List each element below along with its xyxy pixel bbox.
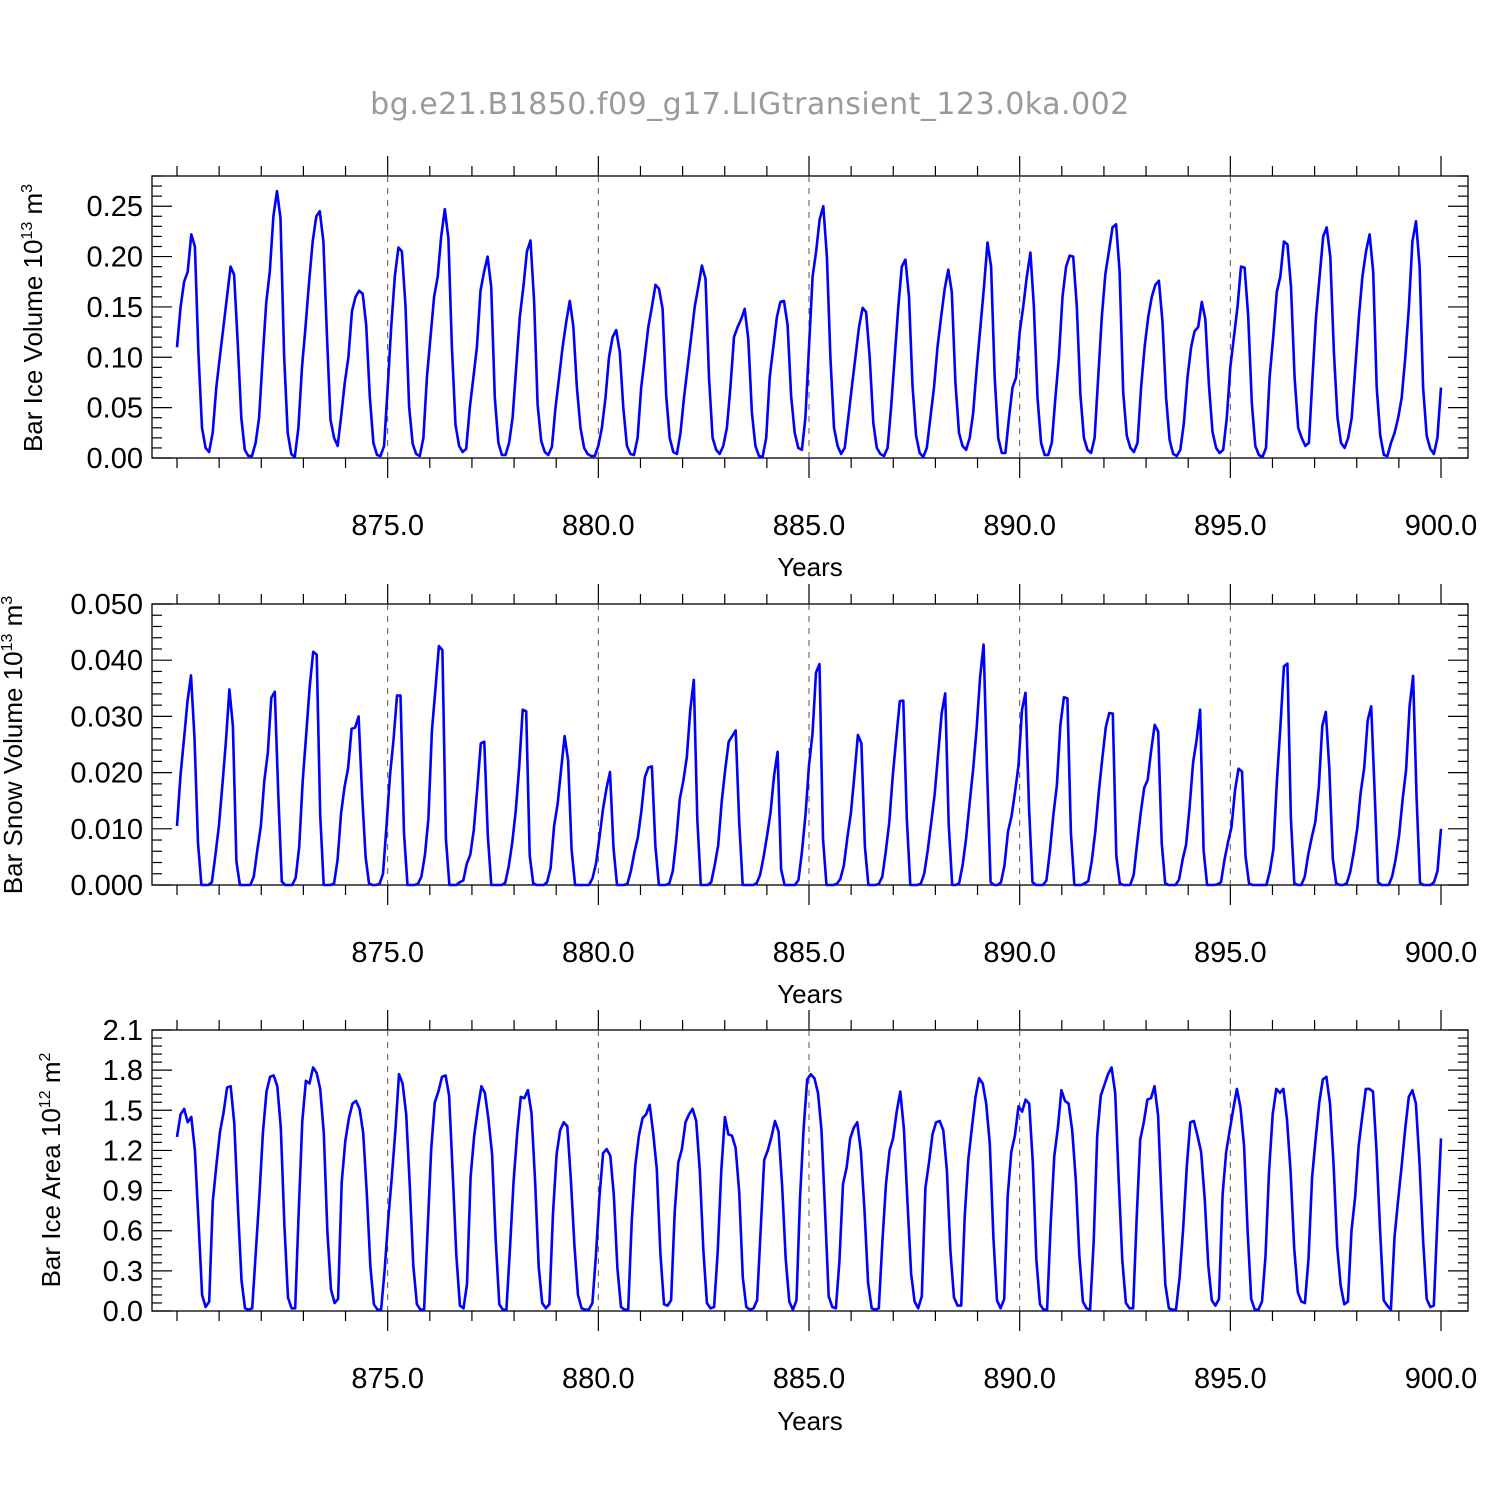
y-tick-label: 0.25 xyxy=(87,191,143,223)
plot-frame xyxy=(151,1029,1469,1312)
xlabel-ice-area: Years xyxy=(777,1406,843,1436)
series-line xyxy=(175,1066,1443,1311)
panel-snow-volume: 875.0 880.0 885.0 890.0 895.0 900.0 0.000 0.010… xyxy=(0,584,1477,1009)
x-tick-label: 885.0 xyxy=(773,510,846,542)
x-tick-label: 895.0 xyxy=(1194,937,1267,969)
y-tick-label: 0.9 xyxy=(103,1176,143,1208)
x-tick-label: 880.0 xyxy=(562,1363,635,1395)
x-tick-label: 875.0 xyxy=(351,510,424,542)
plot-area: 875.0 880.0 885.0 890.0 895.0 900.0 0.000 0.010… xyxy=(70,584,1477,969)
y-tick-label: 0.15 xyxy=(87,292,143,324)
x-tick-label: 880.0 xyxy=(562,510,635,542)
figure-title: bg.e21.B1850.f09_g17.LIGtransient_123.0k… xyxy=(370,87,1130,122)
xlabel-snow-volume: Years xyxy=(777,979,843,1009)
x-tick-label: 875.0 xyxy=(351,937,424,969)
x-tick-label: 880.0 xyxy=(562,937,635,969)
y-tick-label: 1.8 xyxy=(103,1055,143,1087)
y-tick-label: 2.1 xyxy=(103,1015,143,1047)
series-line xyxy=(175,643,1443,887)
plot-frame xyxy=(151,603,1469,886)
x-tick-label: 895.0 xyxy=(1194,1363,1267,1395)
y-tick-label: 0.20 xyxy=(87,242,143,274)
y-tick-label: 0.040 xyxy=(70,645,143,677)
x-tick-label: 895.0 xyxy=(1194,510,1267,542)
x-tick-label: 900.0 xyxy=(1405,1363,1478,1395)
y-tick-label: 0.030 xyxy=(70,701,143,733)
y-tick-label: 1.5 xyxy=(103,1095,143,1127)
x-tick-label: 890.0 xyxy=(983,510,1056,542)
ylabel-snow-volume: Bar Snow Volume 1013 m3 xyxy=(0,596,28,895)
y-tick-label: 0.020 xyxy=(70,758,143,790)
y-tick-label: 0.3 xyxy=(103,1256,143,1288)
y-tick-label: 1.2 xyxy=(103,1135,143,1167)
y-tick-label: 0.05 xyxy=(87,393,143,425)
panel-ice-area: 875.0 880.0 885.0 890.0 895.0 900.0 0.0 0.3 0.6 0… xyxy=(36,1010,1477,1436)
panel-ice-volume: 875.0 880.0 885.0 890.0 895.0 900.0 0.00 0.05 0.… xyxy=(18,156,1477,582)
x-tick-label: 890.0 xyxy=(983,1363,1056,1395)
series-line xyxy=(175,189,1443,459)
y-tick-label: 0.6 xyxy=(103,1216,143,1248)
y-tick-label: 0.010 xyxy=(70,814,143,846)
y-tick-label: 0.10 xyxy=(87,342,143,374)
x-tick-label: 890.0 xyxy=(983,937,1056,969)
x-tick-label: 885.0 xyxy=(773,1363,846,1395)
plot-area: 875.0 880.0 885.0 890.0 895.0 900.0 0.00 0.05 0.… xyxy=(87,156,1478,542)
plot-area: 875.0 880.0 885.0 890.0 895.0 900.0 0.0 0.3 0.6 0… xyxy=(103,1010,1478,1395)
xlabel-ice-volume: Years xyxy=(777,552,843,582)
y-tick-label: 0.000 xyxy=(70,870,143,902)
y-tick-label: 0.050 xyxy=(70,589,143,621)
ylabel-ice-area: Bar Ice Area 1012 m2 xyxy=(36,1052,66,1287)
y-tick-label: 0.0 xyxy=(103,1296,143,1328)
ylabel-ice-volume: Bar Ice Volume 1013 m3 xyxy=(18,184,48,452)
y-tick-label: 0.00 xyxy=(87,443,143,475)
x-tick-label: 900.0 xyxy=(1405,510,1478,542)
x-tick-label: 885.0 xyxy=(773,937,846,969)
x-tick-label: 900.0 xyxy=(1405,937,1478,969)
x-tick-label: 875.0 xyxy=(351,1363,424,1395)
